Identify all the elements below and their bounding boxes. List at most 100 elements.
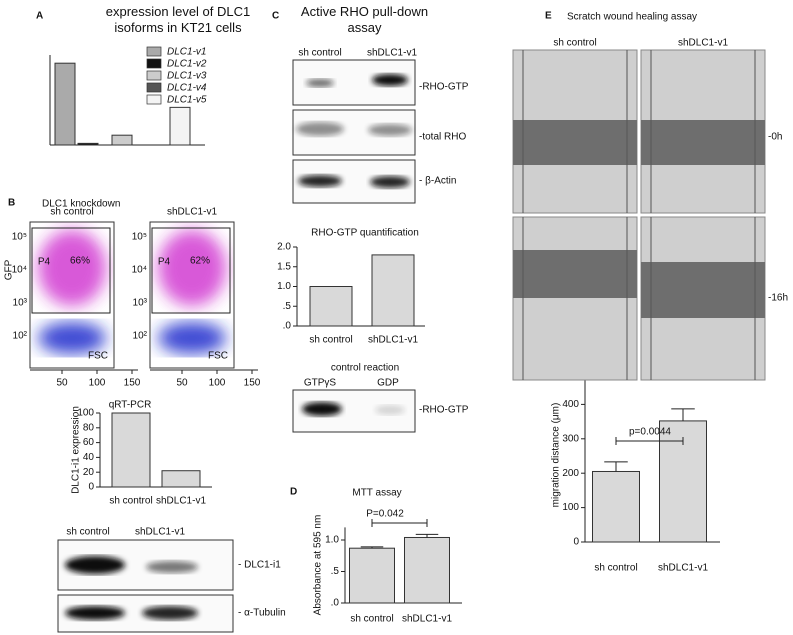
y-axis-label: migration distance (μm) xyxy=(551,403,562,508)
scratch-wound xyxy=(513,250,637,298)
panel-b-title: DLC1 knockdown xyxy=(42,199,120,210)
x-tick-label: sh control xyxy=(309,335,352,346)
bar xyxy=(592,470,640,543)
flow-x-tick-label: 150 xyxy=(124,378,141,389)
y-axis-label: Absorbance at 595 nm xyxy=(313,515,324,616)
legend-label: DLC1-v4 xyxy=(167,83,207,94)
scratch-row-label: -16h xyxy=(768,293,788,304)
x-tick-label: sh control xyxy=(109,496,152,507)
scratch-wound xyxy=(641,120,765,165)
blot-band xyxy=(306,79,334,87)
x-tick-label: shDLC1-v1 xyxy=(658,563,708,574)
legend-swatch xyxy=(146,82,162,93)
x-tick-label: sh control xyxy=(350,614,393,625)
flow-gate xyxy=(151,227,231,314)
panel-letter: B xyxy=(8,198,15,209)
panel-letter: D xyxy=(290,487,297,498)
bar xyxy=(349,547,395,604)
blot-band-label: - β-Actin xyxy=(419,176,456,187)
x-tick-label: sh control xyxy=(594,563,637,574)
annotation: p=0.0044 xyxy=(629,427,671,438)
y-tick-label: 400 xyxy=(562,399,579,410)
scratch-wound xyxy=(513,120,637,165)
flow-x-tick-label: 50 xyxy=(176,378,188,389)
blot-lane-label: GDP xyxy=(377,378,399,389)
legend-label: DLC1-v1 xyxy=(167,47,206,58)
y-tick-label: 60 xyxy=(83,437,95,448)
bar xyxy=(111,412,151,488)
legend-swatch xyxy=(146,70,162,81)
flow-gate xyxy=(31,227,111,314)
flow-cloud xyxy=(158,230,226,306)
bar xyxy=(404,536,450,604)
scratch-column-label: sh control xyxy=(553,38,596,49)
flow-gate-label: P4 xyxy=(38,257,51,268)
legend-swatch xyxy=(146,58,162,69)
blot-lane-label: shDLC1-v1 xyxy=(367,48,417,59)
bar xyxy=(77,142,99,146)
flow-x-tick-label: 100 xyxy=(89,378,106,389)
y-tick-label: 2.0 xyxy=(277,242,291,253)
bar xyxy=(309,286,353,327)
x-tick-label: shDLC1-v1 xyxy=(156,496,206,507)
flow-y-tick-label: 10⁴ xyxy=(132,265,147,276)
y-tick-label: 40 xyxy=(83,452,95,463)
y-tick-label: 0 xyxy=(573,537,579,548)
blot-band-label: - DLC1-i1 xyxy=(238,560,281,571)
panel-letter: A xyxy=(36,11,43,22)
y-tick-label: 100 xyxy=(562,502,579,513)
flow-y-tick-label: 10³ xyxy=(13,298,28,309)
blot-band xyxy=(302,402,342,416)
bar xyxy=(111,134,133,146)
blot-band xyxy=(146,561,198,573)
panel-letter: E xyxy=(545,11,552,22)
flow-x-tick-label: 100 xyxy=(209,378,226,389)
flow-percent: 66% xyxy=(70,256,90,267)
flow-y-tick-label: 10² xyxy=(133,331,148,342)
blot-lane-label: GTPγS xyxy=(304,378,337,389)
y-tick-label: 300 xyxy=(562,433,579,444)
y-tick-label: 200 xyxy=(562,468,579,479)
flow-plot-label: sh control xyxy=(50,207,93,218)
legend-swatch xyxy=(146,94,162,105)
blot-band xyxy=(296,122,344,136)
y-axis-label: DLC1-i1 expression xyxy=(71,406,82,494)
blot-lane-label: sh control xyxy=(66,527,109,538)
blot-band-label: -total RHO xyxy=(419,132,466,143)
scratch-image xyxy=(512,216,638,381)
flow-x-label: FSC xyxy=(88,351,108,362)
flow-x-tick-label: 150 xyxy=(244,378,261,389)
legend-swatch xyxy=(146,46,162,57)
scratch-wound xyxy=(641,262,765,318)
blot-band-label: -RHO-GTP xyxy=(419,405,469,416)
y-tick-label: 1.5 xyxy=(277,261,291,272)
panel-c-title: Active RHO pull-down assay xyxy=(300,4,429,35)
blot-band xyxy=(375,405,405,415)
y-tick-label: 1.0 xyxy=(325,535,339,546)
flow-cloud xyxy=(38,230,106,306)
flow-x-tick-label: 50 xyxy=(56,378,68,389)
panel-a-title: expression level of DLC1 isoforms in KT2… xyxy=(105,4,251,35)
bar xyxy=(169,106,191,146)
y-tick-label: .0 xyxy=(283,321,292,332)
scratch-column-label: shDLC1-v1 xyxy=(678,38,728,49)
blot-lane-label: sh control xyxy=(298,48,341,59)
flow-gate-label: P4 xyxy=(158,257,171,268)
y-tick-label: .5 xyxy=(283,301,292,312)
blot-band xyxy=(372,74,408,86)
blot-band xyxy=(370,176,410,188)
chart-title: RHO-GTP quantification xyxy=(311,228,419,239)
flow-y-tick-label: 10⁵ xyxy=(132,232,147,243)
flow-cloud xyxy=(158,322,226,354)
blot-lane-label: shDLC1-v1 xyxy=(135,527,185,538)
blot-band xyxy=(65,556,125,574)
flow-percent: 62% xyxy=(190,256,210,267)
blot-band xyxy=(65,606,125,620)
flow-plot-label: shDLC1-v1 xyxy=(167,207,217,218)
annotation: P=0.042 xyxy=(366,509,404,520)
x-tick-label: shDLC1-v1 xyxy=(368,335,418,346)
chart-title: MTT assay xyxy=(352,488,401,499)
y-tick-label: 20 xyxy=(83,467,95,478)
y-tick-label: 100 xyxy=(77,408,94,419)
